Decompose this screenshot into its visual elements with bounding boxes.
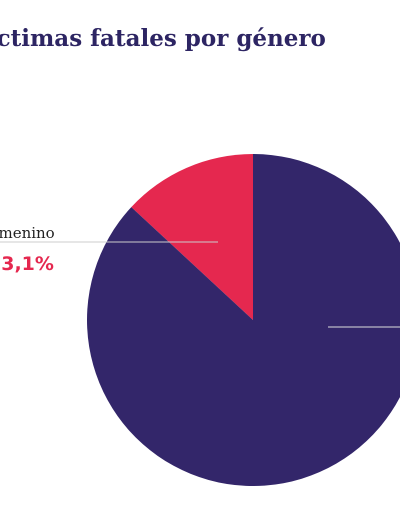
slice-label: Femenino	[0, 224, 55, 242]
pie-slice	[87, 154, 400, 486]
chart-title: Víctimas fatales por género	[0, 25, 326, 52]
value-label: 13,1%	[0, 253, 54, 275]
pie-slice	[131, 154, 253, 320]
